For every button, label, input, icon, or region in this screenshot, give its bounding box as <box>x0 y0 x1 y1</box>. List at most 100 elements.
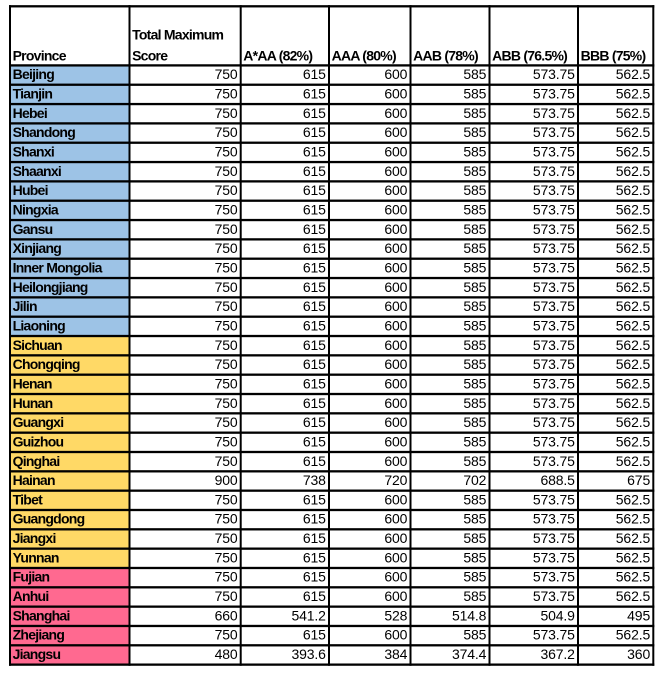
svg-text:ABB (76.5%): ABB (76.5%) <box>492 48 567 64</box>
svg-text:562.5: 562.5 <box>616 182 651 198</box>
svg-text:615: 615 <box>303 143 326 159</box>
svg-text:573.75: 573.75 <box>533 298 575 314</box>
svg-text:514.8: 514.8 <box>452 607 487 623</box>
svg-text:573.75: 573.75 <box>533 453 575 469</box>
svg-text:393.6: 393.6 <box>292 646 327 662</box>
svg-text:585: 585 <box>463 201 486 217</box>
svg-text:Hubei: Hubei <box>13 182 48 198</box>
svg-text:615: 615 <box>303 453 326 469</box>
svg-text:585: 585 <box>463 240 486 256</box>
svg-text:615: 615 <box>303 491 326 507</box>
svg-text:562.5: 562.5 <box>616 453 651 469</box>
svg-text:504.9: 504.9 <box>541 607 576 623</box>
svg-text:562.5: 562.5 <box>616 201 651 217</box>
svg-text:585: 585 <box>463 105 486 121</box>
svg-text:585: 585 <box>463 298 486 314</box>
svg-text:562.5: 562.5 <box>616 491 651 507</box>
svg-text:750: 750 <box>215 221 238 237</box>
svg-text:573.75: 573.75 <box>533 124 575 140</box>
svg-text:562.5: 562.5 <box>616 433 651 449</box>
svg-text:585: 585 <box>463 375 486 391</box>
svg-text:562.5: 562.5 <box>616 588 651 604</box>
svg-text:615: 615 <box>303 105 326 121</box>
svg-text:Inner Mongolia: Inner Mongolia <box>13 259 103 275</box>
svg-text:615: 615 <box>303 298 326 314</box>
svg-text:615: 615 <box>303 124 326 140</box>
svg-text:750: 750 <box>215 511 238 527</box>
svg-text:615: 615 <box>303 395 326 411</box>
svg-text:750: 750 <box>215 105 238 121</box>
svg-text:AAB (78%): AAB (78%) <box>413 48 478 64</box>
svg-text:750: 750 <box>215 414 238 430</box>
svg-text:750: 750 <box>215 66 238 82</box>
svg-text:Shanghai: Shanghai <box>13 607 70 623</box>
svg-text:585: 585 <box>463 356 486 372</box>
svg-text:Anhui: Anhui <box>13 588 49 604</box>
svg-text:615: 615 <box>303 66 326 82</box>
svg-text:573.75: 573.75 <box>533 182 575 198</box>
svg-text:573.75: 573.75 <box>533 337 575 353</box>
svg-text:600: 600 <box>384 356 407 372</box>
svg-text:750: 750 <box>215 317 238 333</box>
svg-text:585: 585 <box>463 124 486 140</box>
svg-text:615: 615 <box>303 85 326 101</box>
svg-text:AAA (80%): AAA (80%) <box>332 48 396 64</box>
svg-text:Jiangsu: Jiangsu <box>13 646 61 662</box>
svg-text:615: 615 <box>303 163 326 179</box>
svg-text:Xinjiang: Xinjiang <box>13 240 62 256</box>
svg-text:Fujian: Fujian <box>13 569 50 585</box>
svg-text:541.2: 541.2 <box>292 607 327 623</box>
svg-text:600: 600 <box>384 66 407 82</box>
svg-text:573.75: 573.75 <box>533 66 575 82</box>
svg-text:585: 585 <box>463 511 486 527</box>
svg-text:615: 615 <box>303 182 326 198</box>
svg-text:600: 600 <box>384 414 407 430</box>
svg-text:585: 585 <box>463 414 486 430</box>
svg-text:573.75: 573.75 <box>533 414 575 430</box>
svg-text:600: 600 <box>384 433 407 449</box>
svg-text:600: 600 <box>384 511 407 527</box>
svg-text:573.75: 573.75 <box>533 259 575 275</box>
svg-text:562.5: 562.5 <box>616 375 651 391</box>
svg-text:573.75: 573.75 <box>533 375 575 391</box>
svg-text:374.4: 374.4 <box>452 646 487 662</box>
svg-text:600: 600 <box>384 182 407 198</box>
svg-text:585: 585 <box>463 279 486 295</box>
svg-text:600: 600 <box>384 163 407 179</box>
svg-text:573.75: 573.75 <box>533 395 575 411</box>
svg-text:562.5: 562.5 <box>616 356 651 372</box>
svg-text:BBB (75%): BBB (75%) <box>581 48 646 64</box>
svg-text:A*AA (82%): A*AA (82%) <box>243 48 312 64</box>
svg-text:750: 750 <box>215 491 238 507</box>
svg-text:585: 585 <box>463 143 486 159</box>
svg-text:Sichuan: Sichuan <box>13 337 62 353</box>
svg-text:573.75: 573.75 <box>533 627 575 643</box>
svg-text:562.5: 562.5 <box>616 569 651 585</box>
svg-text:600: 600 <box>384 259 407 275</box>
svg-text:573.75: 573.75 <box>533 163 575 179</box>
svg-text:750: 750 <box>215 182 238 198</box>
svg-text:573.75: 573.75 <box>533 530 575 546</box>
svg-text:Total Maximum: Total Maximum <box>132 27 223 43</box>
svg-text:900: 900 <box>215 472 238 488</box>
svg-text:600: 600 <box>384 588 407 604</box>
svg-text:660: 660 <box>215 607 238 623</box>
svg-text:480: 480 <box>215 646 238 662</box>
svg-text:Hebei: Hebei <box>13 105 47 121</box>
svg-text:750: 750 <box>215 298 238 314</box>
svg-text:Jiangxi: Jiangxi <box>13 530 56 546</box>
svg-text:720: 720 <box>384 472 407 488</box>
svg-text:750: 750 <box>215 530 238 546</box>
svg-text:562.5: 562.5 <box>616 163 651 179</box>
svg-text:573.75: 573.75 <box>533 201 575 217</box>
svg-text:Tianjin: Tianjin <box>13 85 53 101</box>
svg-text:585: 585 <box>463 163 486 179</box>
svg-text:675: 675 <box>627 472 650 488</box>
svg-text:562.5: 562.5 <box>616 85 651 101</box>
svg-text:Yunnan: Yunnan <box>13 549 59 565</box>
svg-text:615: 615 <box>303 569 326 585</box>
svg-text:573.75: 573.75 <box>533 279 575 295</box>
svg-text:750: 750 <box>215 259 238 275</box>
svg-text:Province: Province <box>13 48 67 64</box>
svg-text:573.75: 573.75 <box>533 221 575 237</box>
